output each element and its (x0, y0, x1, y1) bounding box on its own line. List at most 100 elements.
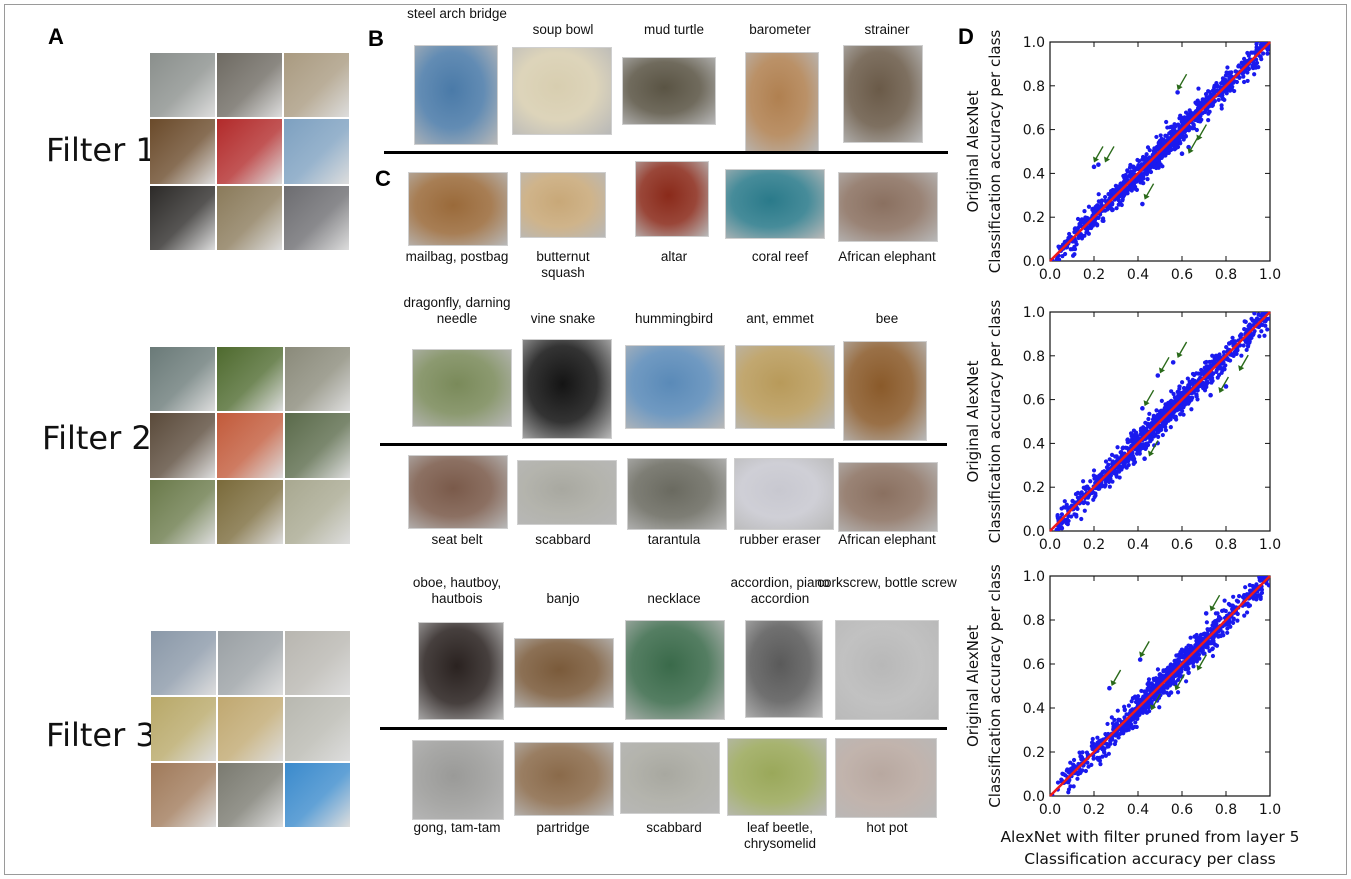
data-point (1137, 178, 1142, 183)
data-point (1086, 226, 1091, 231)
data-point (1092, 476, 1097, 481)
x-tick-label: 0.4 (1127, 802, 1149, 818)
data-point (1182, 387, 1187, 392)
outlier-point (1144, 710, 1150, 715)
data-point (1147, 148, 1152, 153)
data-point (1184, 119, 1189, 124)
data-point (1117, 465, 1122, 470)
y-tick-label: 1.0 (1023, 305, 1045, 321)
data-point (1088, 479, 1093, 484)
data-point (1086, 204, 1092, 209)
data-point (1245, 70, 1250, 75)
data-point (1252, 312, 1257, 316)
filter-2-label: Filter 2 (42, 419, 152, 457)
data-point (1096, 192, 1101, 197)
data-point (1237, 75, 1242, 80)
y-tick-label: 0.4 (1023, 436, 1045, 452)
annotation-arrowhead (1150, 704, 1157, 711)
data-point (1251, 331, 1256, 336)
data-point (1144, 152, 1149, 157)
example-image (622, 57, 716, 125)
example-image (838, 172, 938, 242)
annotation-arrowhead (1110, 680, 1117, 686)
y-tick-label: 0.0 (1023, 789, 1045, 805)
data-point (1160, 675, 1165, 680)
data-point (1191, 122, 1196, 127)
outlier-point (1096, 162, 1101, 167)
image-caption: ant, emmet (746, 311, 814, 326)
data-point (1134, 187, 1140, 193)
data-point (1218, 355, 1223, 360)
data-point (1125, 437, 1130, 443)
example-image (620, 742, 720, 814)
data-point (1141, 425, 1146, 430)
data-point (1115, 708, 1120, 713)
data-point (1128, 162, 1133, 168)
y-tick-label: 0.6 (1023, 393, 1045, 409)
data-point (1258, 43, 1264, 48)
example-image (838, 462, 938, 532)
x-tick-label: 0.6 (1171, 537, 1193, 553)
data-point (1122, 708, 1127, 713)
y-axis-label-line-2: Classification accuracy per class (986, 300, 1004, 544)
data-point (1242, 326, 1247, 332)
data-point (1163, 428, 1169, 433)
data-point (1059, 524, 1064, 530)
data-point (1186, 396, 1191, 402)
data-point (1175, 690, 1181, 695)
data-point (1110, 721, 1116, 726)
y-axis-label-line-1: Original AlexNet (964, 360, 982, 482)
data-point (1210, 353, 1215, 358)
data-point (1231, 620, 1236, 625)
data-point (1113, 183, 1118, 188)
data-point (1226, 357, 1231, 362)
image-caption: tarantula (647, 532, 701, 547)
data-point (1093, 204, 1098, 210)
data-point (1167, 667, 1172, 672)
data-point (1212, 358, 1217, 363)
data-point (1152, 146, 1157, 151)
y-tick-label: 0.8 (1023, 79, 1045, 95)
data-point (1180, 653, 1185, 658)
example-image (843, 341, 927, 441)
data-point (1186, 643, 1191, 648)
annotation-arrowhead (1143, 193, 1150, 200)
image-caption: African elephant (838, 532, 936, 547)
data-point (1096, 740, 1101, 745)
data-point (1228, 624, 1233, 629)
data-point (1233, 349, 1238, 354)
example-image (843, 45, 923, 143)
data-point (1181, 137, 1186, 142)
data-point (1204, 620, 1209, 625)
y-axis-label-line-2: Classification accuracy per class (986, 30, 1004, 274)
data-point (1176, 122, 1181, 127)
image-caption: corkscrew, bottle screw (817, 575, 957, 590)
data-point (1258, 578, 1263, 583)
data-point (1128, 174, 1133, 179)
y-axis-label-line-1: Original AlexNet (964, 90, 982, 212)
data-point (1242, 319, 1247, 324)
annotation-arrow (1198, 654, 1208, 668)
image-caption: rubber eraser (739, 532, 821, 547)
data-point (1211, 635, 1216, 640)
data-point (1227, 76, 1232, 81)
data-point (1231, 594, 1236, 599)
data-point (1157, 705, 1162, 710)
data-point (1219, 103, 1224, 108)
data-point (1137, 163, 1142, 168)
data-point (1208, 363, 1214, 368)
data-point (1221, 350, 1227, 355)
annotation-arrow (1141, 641, 1150, 655)
data-point (1250, 318, 1255, 323)
x-tick-label: 1.0 (1259, 802, 1281, 818)
data-point (1075, 776, 1080, 781)
data-point (1189, 407, 1194, 412)
annotation-arrow (1220, 376, 1230, 391)
data-point (1185, 114, 1191, 119)
data-point (1189, 111, 1195, 116)
data-point (1156, 434, 1161, 440)
data-point (1203, 108, 1208, 113)
data-point (1116, 735, 1121, 740)
data-point (1241, 79, 1247, 85)
data-point (1110, 460, 1115, 465)
